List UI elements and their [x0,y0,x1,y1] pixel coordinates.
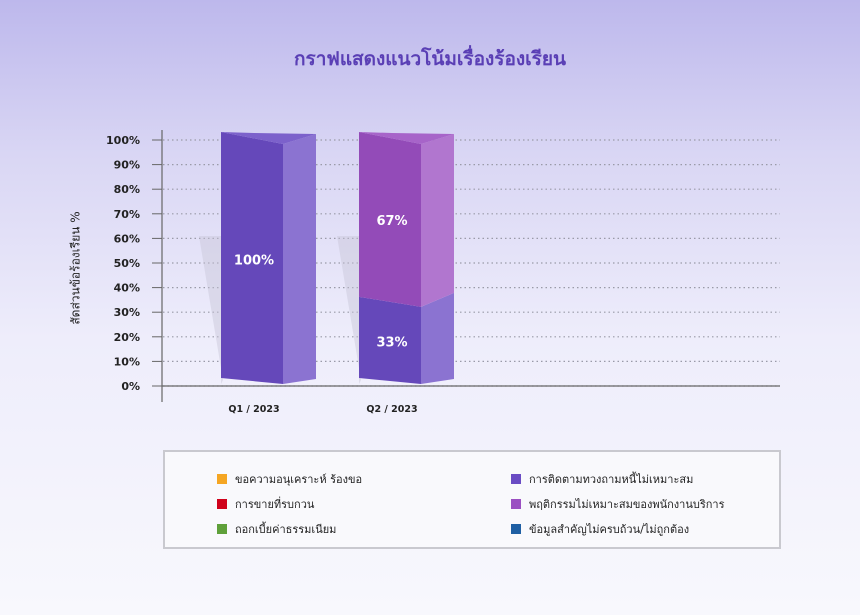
x-category-label: Q1 / 2023 [228,404,279,415]
legend: ขอความอนุเคราะห์ ร้องขอ การติดตามทวงถามหน… [163,450,781,549]
legend-item: พฤติกรรมไม่เหมาะสมของพนักงานบริการ [511,495,725,513]
y-tick-label: 100% [106,134,140,147]
bar-shadow [199,236,223,384]
y-tick-label: 60% [114,232,140,245]
chart-canvas: 0% 10% 20% 30% 40% 50% 60% 70% 80% 90% 100% 100% Q1 … [106,130,780,415]
bar-top-cap [221,132,316,144]
bar-segment-side [421,134,454,307]
legend-label: ขอความอนุเคราะห์ ร้องขอ [235,473,363,486]
bar-segment-side [283,134,316,384]
data-label: 100% [234,254,274,269]
legend-label: พฤติกรรมไม่เหมาะสมของพนักงานบริการ [529,498,725,511]
legend-item: ข้อมูลสำคัญไม่ครบถ้วน/ไม่ถูกต้อง [511,520,689,538]
chart-title: กราฟแสดงแนวโน้มเรื่องร้องเรียน [293,48,566,70]
legend-swatch [217,524,227,534]
legend-item: ขอความอนุเคราะห์ ร้องขอ [217,470,362,488]
legend-swatch [217,499,227,509]
data-label: 67% [376,214,407,229]
y-tick-label: 80% [114,183,140,196]
x-category-label: Q2 / 2023 [366,404,417,415]
bar-segment-front [359,296,421,384]
legend-swatch [511,499,521,509]
y-tick-label: 50% [114,257,140,270]
data-label: 33% [376,335,407,350]
legend-label: ถอกเบี้ยค่าธรรมเนียม [235,523,337,536]
legend-item: การติดตามทวงถามหนี้ไม่เหมาะสม [511,470,693,488]
legend-label: การขายที่รบกวน [235,498,315,511]
legend-swatch [217,474,227,484]
legend-item: ถอกเบี้ยค่าธรรมเนียม [217,520,336,538]
legend-label: ข้อมูลสำคัญไม่ครบถ้วน/ไม่ถูกต้อง [529,523,690,536]
y-tick-label: 20% [114,331,140,344]
y-tick-label: 90% [114,159,140,172]
bar-top-cap [359,132,454,144]
bar-shadow [337,236,361,384]
legend-swatch [511,474,521,484]
legend-swatch [511,524,521,534]
legend-label: การติดตามทวงถามหนี้ไม่เหมาะสม [529,473,694,486]
y-tick-label: 0% [121,380,140,393]
y-tick-label: 30% [114,306,140,319]
y-tick-label: 10% [114,355,140,368]
legend-item: การขายที่รบกวน [217,495,314,513]
bar-segment-side [421,292,454,384]
bar-segment-front [221,132,283,384]
y-tick-label: 70% [114,208,140,221]
y-tick-label: 40% [114,282,140,295]
bar-segment-front [359,132,421,307]
